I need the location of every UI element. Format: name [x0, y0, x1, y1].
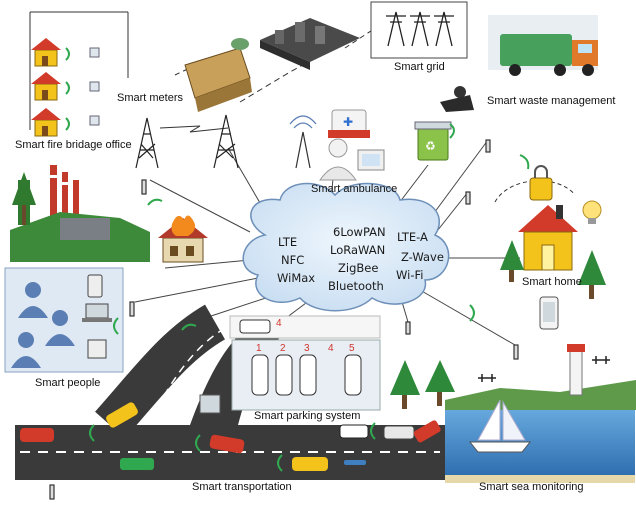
smart-people-panel — [4, 267, 124, 373]
protocol-zigbee: ZigBee — [338, 261, 379, 275]
smart-waste-management-label: Smart waste management — [487, 95, 616, 107]
worker-icon — [440, 86, 474, 112]
antenna-icon — [49, 139, 519, 500]
car-icon — [20, 402, 441, 471]
protocol-lte-a: LTE-A — [397, 230, 428, 244]
doctor-icon — [319, 138, 385, 181]
smart-fire-office-label: Smart fire bridage office — [15, 139, 132, 151]
smart-sea-monitoring-label: Smart sea monitoring — [479, 481, 584, 493]
protocol-bluetooth: Bluetooth — [328, 279, 384, 293]
smart-home-icon — [518, 205, 578, 271]
ambulance-icon: ✚ — [328, 109, 370, 138]
protocol-nfc: NFC — [281, 253, 305, 267]
house-icon — [31, 38, 61, 67]
factory-icon — [10, 165, 150, 262]
parking-slot-number: 3 — [304, 343, 310, 354]
smartphone-icon — [539, 296, 559, 330]
house-icon — [31, 108, 61, 137]
smart-transportation-label: Smart transportation — [192, 481, 292, 493]
smart-ambulance-label: Smart ambulance — [311, 183, 398, 195]
parking-slot-number: 4 — [328, 343, 334, 354]
protocol-wi-fi: Wi-Fi — [396, 268, 424, 282]
smart-meters-label: Smart meters — [117, 92, 184, 104]
protocol-6lowpan: 6LowPAN — [333, 225, 386, 239]
pine-tree-icon — [390, 360, 455, 409]
parking-lane — [229, 315, 381, 339]
radio-tower-icon — [289, 115, 317, 169]
parking-slot-number: 5 — [349, 343, 355, 354]
monitor-icon — [87, 339, 107, 359]
protocol-cloud — [242, 182, 450, 312]
smart-parking-system-label: Smart parking system — [254, 410, 361, 422]
protocol-z-wave: Z-Wave — [401, 250, 444, 264]
power-pylons-icon — [370, 1, 468, 59]
wifi-signal-icon — [65, 47, 70, 131]
smart-grid-station — [260, 18, 360, 70]
wifi-signal-icon — [89, 123, 530, 472]
smart-home-label: Smart home — [522, 276, 582, 288]
padlock-icon — [529, 165, 553, 201]
meter-icon — [89, 47, 100, 126]
parking-slot-number: 1 — [256, 343, 262, 354]
protocol-lorawan: LoRaWAN — [330, 243, 386, 257]
house-icon — [31, 72, 61, 101]
sea-scene — [445, 344, 636, 483]
burning-house-icon — [158, 215, 208, 263]
laptop-icon — [82, 303, 112, 322]
recycle-bin-icon: ♻ — [414, 121, 452, 161]
waste-truck-icon — [488, 15, 598, 76]
parking-lane-number: 4 — [276, 318, 282, 329]
light-bulb-icon — [582, 200, 602, 224]
smart-grid-label: Smart grid — [394, 61, 445, 73]
pine-tree-icon — [500, 240, 606, 299]
parking-slot-number: 2 — [280, 343, 286, 354]
person-icon — [11, 282, 75, 368]
smart-people-label: Smart people — [35, 377, 101, 389]
drone-icon — [478, 356, 610, 382]
phone-icon — [87, 274, 103, 298]
smart-meters-building — [184, 38, 252, 112]
svg-text:♻: ♻ — [425, 139, 436, 153]
cell-tower-icon — [135, 114, 239, 169]
protocol-wimax: WiMax — [277, 271, 316, 285]
fire-office-houses — [31, 38, 100, 137]
protocol-lte: LTE — [278, 235, 298, 249]
parking-lot — [199, 339, 381, 414]
svg-text:✚: ✚ — [343, 115, 353, 129]
